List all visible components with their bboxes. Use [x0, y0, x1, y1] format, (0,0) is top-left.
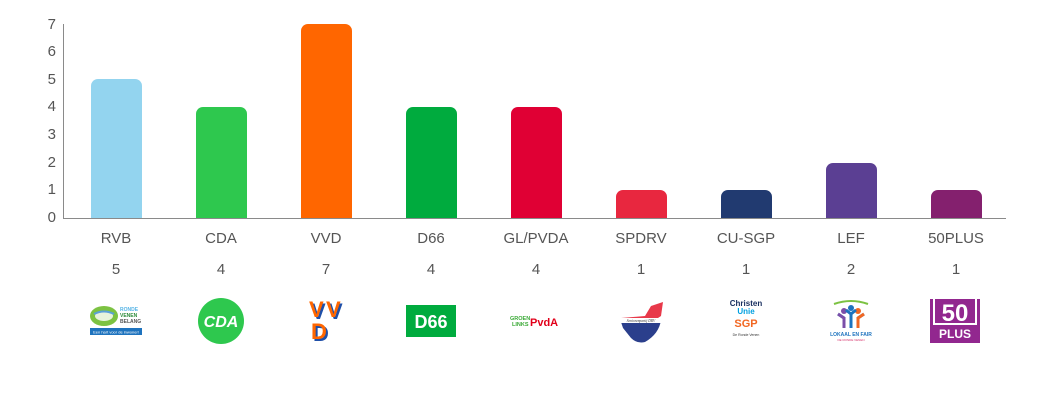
svg-text:LOKAAL EN FAIR: LOKAAL EN FAIR	[830, 332, 872, 338]
category-label: CDA	[205, 230, 237, 247]
bar-vvd	[300, 24, 352, 218]
svg-text:D: D	[313, 321, 329, 345]
bar-d66	[405, 107, 457, 218]
bar-cu-sgp	[720, 190, 772, 218]
seat-count-label: 1	[951, 261, 961, 278]
seat-count-label: 1	[741, 261, 751, 278]
svg-text:RONDE: RONDE	[120, 307, 139, 313]
svg-text:V: V	[309, 297, 324, 322]
category-label: SPDRV	[615, 230, 667, 247]
bar-rvb	[90, 79, 142, 218]
svg-text:VENEN: VENEN	[120, 313, 138, 319]
x-axis-line	[63, 218, 1006, 219]
y-axis-line	[63, 24, 64, 219]
d66-logo: D66	[401, 296, 461, 346]
vvd-logo: V V V V D D	[296, 296, 356, 346]
50plus-logo: 50 PLUS	[926, 296, 986, 346]
lokaal-en-fair-logo: LOKAAL EN FAIR DE RONDE VENEN	[821, 296, 881, 346]
y-tick: 0	[47, 209, 56, 226]
seat-count-label: 5	[111, 261, 121, 278]
category-label: GL/PVDA	[503, 230, 569, 247]
cda-logo: CDA	[191, 296, 251, 346]
seat-count-label: 1	[636, 261, 646, 278]
seat-count-label: 4	[531, 261, 541, 278]
category-label: CU-SGP	[716, 230, 776, 247]
christenunie-sgp-logo: Christen Unie SGP De Ronde Venen	[716, 296, 776, 346]
svg-text:Seniorenpartij DRV: Seniorenpartij DRV	[627, 319, 656, 323]
bar-gl-pvda	[510, 107, 562, 218]
svg-text:Een hart voor de inwoner!: Een hart voor de inwoner!	[93, 330, 139, 335]
svg-text:V: V	[326, 297, 341, 322]
category-label: 50PLUS	[928, 230, 984, 247]
seniorenpartij-drv-logo: Seniorenpartij DRV	[611, 296, 671, 346]
bar-50plus	[930, 190, 982, 218]
svg-text:De Ronde Venen: De Ronde Venen	[733, 333, 760, 337]
svg-text:D66: D66	[414, 312, 447, 332]
svg-text:DE RONDE VENEN: DE RONDE VENEN	[837, 338, 864, 342]
seat-count-label: 4	[216, 261, 226, 278]
category-label: RVB	[100, 230, 132, 247]
svg-text:SGP: SGP	[734, 318, 757, 330]
svg-text:GROEN: GROEN	[510, 316, 530, 322]
svg-text:V: V	[311, 299, 326, 324]
y-tick: 6	[47, 43, 56, 60]
y-tick: 4	[47, 98, 56, 115]
svg-text:LINKS: LINKS	[512, 322, 529, 328]
category-label: LEF	[837, 230, 865, 247]
category-label: D66	[417, 230, 445, 247]
svg-text:50: 50	[942, 300, 969, 327]
svg-text:PvdA: PvdA	[530, 317, 558, 329]
category-label: VVD	[310, 230, 342, 247]
svg-text:CDA: CDA	[204, 314, 239, 331]
svg-text:PLUS: PLUS	[939, 327, 971, 341]
svg-text:V: V	[328, 299, 343, 324]
y-tick: 2	[47, 154, 56, 171]
y-tick: 3	[47, 126, 56, 143]
y-tick: 7	[47, 16, 56, 33]
svg-text:Christen: Christen	[730, 299, 763, 308]
ronde-venen-belang-logo: RONDE VENEN BELANG Een hart voor de inwo…	[86, 296, 146, 346]
y-tick: 5	[47, 71, 56, 88]
bar-cda	[195, 107, 247, 218]
y-tick: 1	[47, 181, 56, 198]
bar-lef	[825, 162, 877, 218]
seat-count-label: 7	[321, 261, 331, 278]
svg-text:BELANG: BELANG	[120, 319, 141, 325]
seat-count-label: 4	[426, 261, 436, 278]
svg-text:D: D	[311, 319, 327, 344]
groenlinks-pvda-logo: GROEN LINKS PvdA	[506, 296, 566, 346]
svg-text:Unie: Unie	[737, 307, 755, 316]
bar-spdrv	[615, 190, 667, 218]
seat-count-label: 2	[846, 261, 856, 278]
